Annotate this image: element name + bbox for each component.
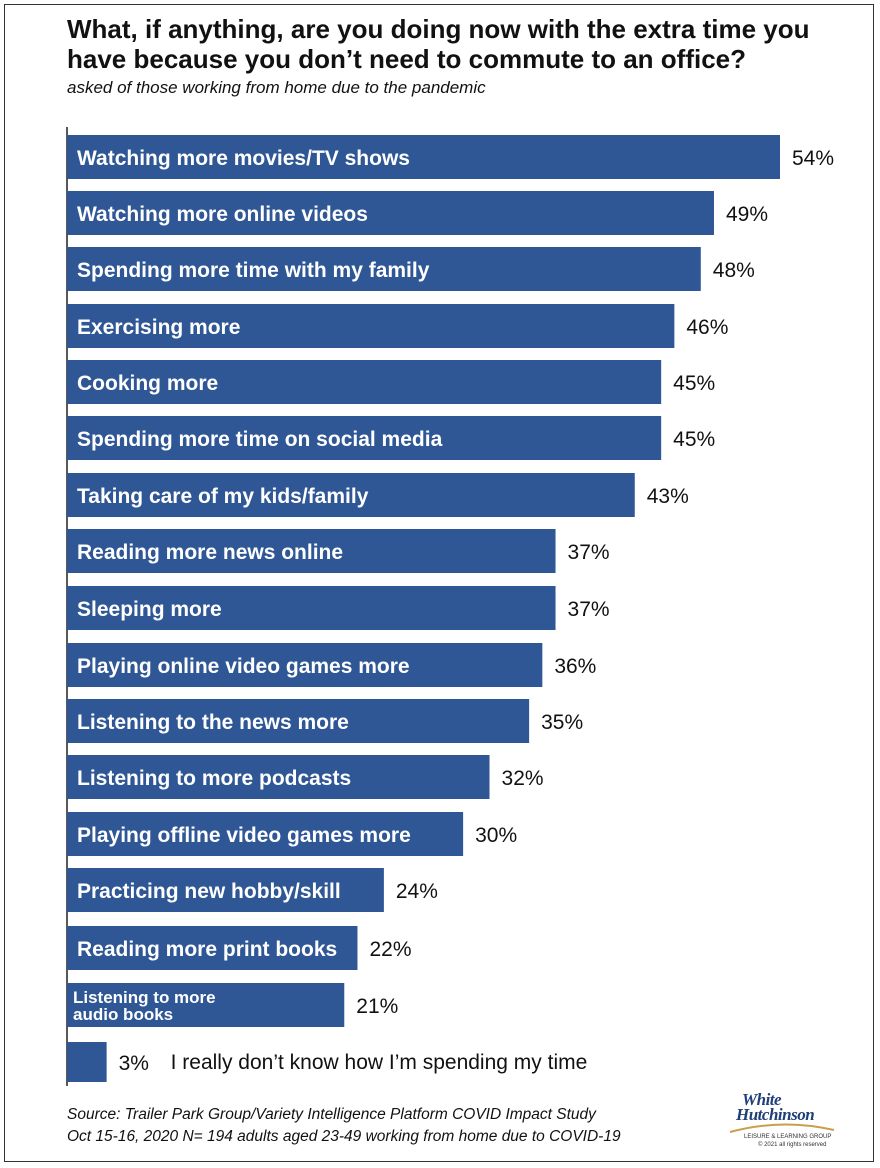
chart-title: What, if anything, are you doing now wit… [67,14,810,74]
bar [67,983,345,1027]
bar [67,135,780,179]
source-line-2: Oct 15-16, 2020 N= 194 adults aged 23-49… [67,1128,621,1145]
bar-category-label: I really don’t know how I’m spending my … [171,1051,588,1074]
bar-category-label-line-1: Listening to more [73,988,216,1007]
bar-category-label: Spending more time with my family [77,259,430,282]
bar [67,247,701,291]
bar-category-label: Listening to more podcasts [77,767,351,790]
value-label: 36% [554,655,596,678]
bar-category-label: Taking care of my kids/family [77,485,369,508]
bar [67,812,464,856]
value-label: 54% [792,147,834,170]
value-label: 21% [356,995,398,1018]
bar [67,304,675,348]
value-label: 3% [119,1052,149,1075]
logo-swoosh-icon: LEISURE & LEARNING GROUP [729,1123,835,1140]
value-label: 45% [673,372,715,395]
bar-category-label: Exercising more [77,316,240,339]
logo-line-2: Hutchinson [736,1105,815,1124]
value-label: 30% [475,824,517,847]
bar [67,473,635,517]
bar [67,360,662,404]
value-label: 24% [396,880,438,903]
bar [67,868,384,912]
source-note: Source: Trailer Park Group/Variety Intel… [67,1104,747,1148]
value-label: 35% [541,711,583,734]
bar [67,416,662,460]
bar [67,191,714,235]
bar-category-label: Listening to the news more [77,711,349,734]
logo-line-1: White [742,1090,782,1109]
value-label: 22% [369,938,411,961]
bar [67,643,543,687]
bar-category-label: Watching more movies/TV shows [77,147,410,170]
bar [67,699,530,743]
value-label: 32% [502,767,544,790]
bar-category-label: Spending more time on social media [77,428,443,451]
bar-category-label: Playing offline video games more [77,824,411,847]
bar-category-label-line-2: audio books [73,1005,173,1024]
bar-category-label: Practicing new hobby/skill [77,880,341,903]
chart-subtitle: asked of those working from home due to … [67,78,486,97]
value-label: 46% [686,316,728,339]
value-label: 49% [726,203,768,226]
bars-group: Watching more movies/TV shows 54% Watching… [67,135,834,1082]
bar-category-label: Watching more online videos [77,203,368,226]
bar-category-label: Sleeping more [77,598,222,621]
value-label: 45% [673,428,715,451]
value-label: 37% [568,541,610,564]
chart-frame [4,4,874,1162]
white-hutchinson-logo: White Hutchinson LEISURE & LEARNING GROU… [728,1090,836,1152]
source-line-1: Source: Trailer Park Group/Variety Intel… [67,1106,596,1123]
bar-category-label: Reading more print books [77,938,337,961]
value-label: 43% [647,485,689,508]
logo-tagline: LEISURE & LEARNING GROUP [744,1134,831,1140]
bar-category-label: Reading more news online [77,541,343,564]
bar-category-label: Playing online video games more [77,655,410,678]
bar [67,755,490,799]
bar [67,926,358,970]
value-label: 37% [568,598,610,621]
bar-category-label: Cooking more [77,372,218,395]
bar [67,1042,107,1082]
logo-copyright: © 2021 all rights reserved [758,1142,827,1148]
bar [67,529,556,573]
bar [67,586,556,630]
value-label: 48% [713,259,755,282]
